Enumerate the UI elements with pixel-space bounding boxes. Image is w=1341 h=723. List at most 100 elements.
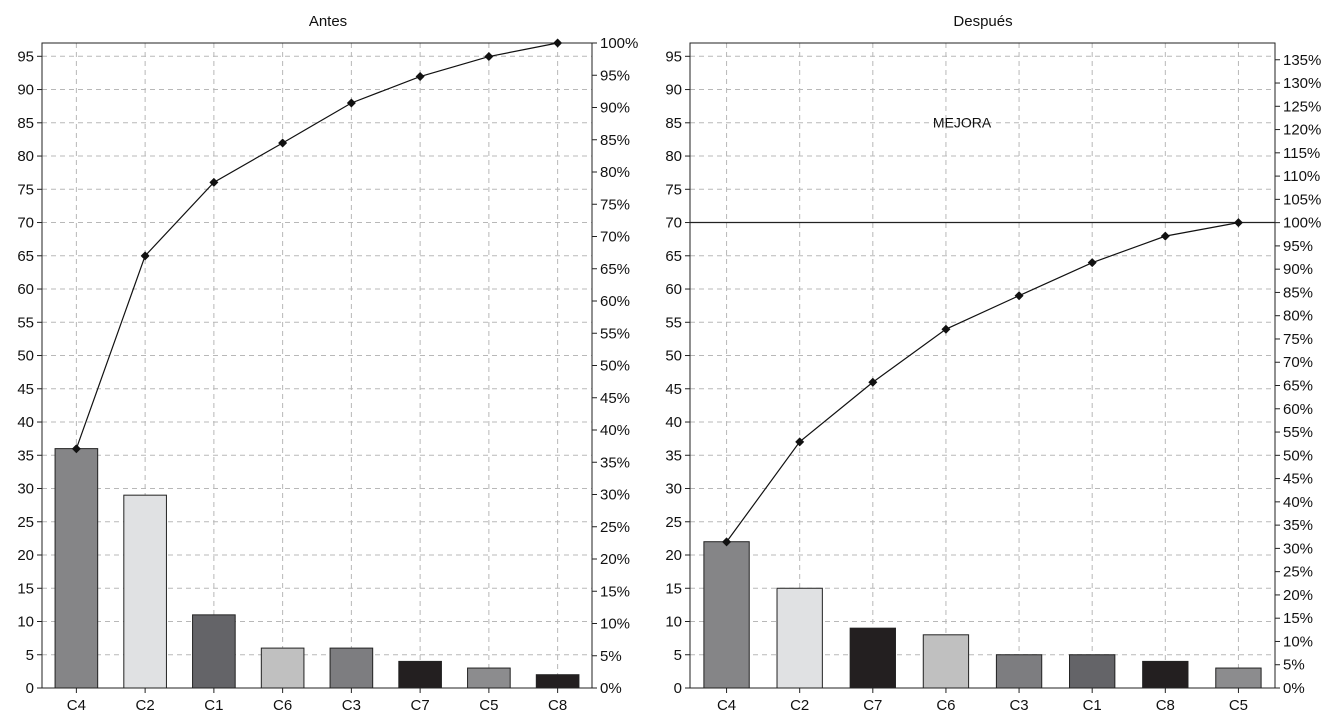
chart-0: Antes 0 5 10 15 20 25 30 35 40 45 50 55 60 65 70 75 80 85 9… bbox=[17, 13, 638, 714]
chart-1-bar-C6 bbox=[922, 634, 970, 689]
chart-1-y2tick-label: 5% bbox=[1283, 657, 1305, 674]
chart-1-ytick-label: 60 bbox=[665, 281, 682, 298]
chart-1-xtick-label: C4 bbox=[717, 697, 736, 714]
chart-1-y2tick-label: 125% bbox=[1283, 98, 1321, 115]
chart-1-ytick-label: 20 bbox=[665, 547, 682, 564]
chart-0-y2tick-label: 45% bbox=[600, 390, 630, 407]
chart-1-y2tick-label: 40% bbox=[1283, 494, 1313, 511]
chart-0-ytick-label: 40 bbox=[17, 414, 34, 431]
chart-0-cumulative-point-C3 bbox=[346, 98, 356, 108]
chart-0-ytick-label: 5 bbox=[26, 647, 34, 664]
chart-1-ytick-label: 80 bbox=[665, 148, 682, 165]
chart-0-ytick-label: 95 bbox=[17, 48, 34, 65]
chart-0-y2tick-label: 65% bbox=[600, 261, 630, 278]
chart-0-cumulative-point-C4 bbox=[71, 444, 81, 454]
chart-0-bar-C1 bbox=[192, 614, 236, 689]
chart-0-xtick-label: C2 bbox=[136, 697, 155, 714]
chart-1-cumulative-point-C8 bbox=[1160, 231, 1170, 241]
chart-1-ytick-label: 15 bbox=[665, 580, 682, 597]
chart-1-ytick-label: 50 bbox=[665, 348, 682, 365]
chart-1-y2tick-label: 90% bbox=[1283, 261, 1313, 278]
chart-0-xtick-label: C1 bbox=[204, 697, 223, 714]
chart-1-ytick-label: 55 bbox=[665, 314, 682, 331]
chart-1-ytick-label: 85 bbox=[665, 115, 682, 132]
chart-0-bar-C4 bbox=[54, 448, 99, 689]
chart-0-bar-C7 bbox=[398, 660, 442, 689]
chart-0-y2tick-label: 0% bbox=[600, 680, 622, 697]
chart-1-xtick-label: C8 bbox=[1156, 697, 1175, 714]
chart-1-y2tick-label: 10% bbox=[1283, 633, 1313, 650]
chart-1-cumulative-point-C1 bbox=[1087, 258, 1097, 268]
chart-0-cumulative-point-C2 bbox=[140, 251, 150, 261]
chart-0-y2tick-label: 30% bbox=[600, 487, 630, 504]
chart-1-y2tick-label: 20% bbox=[1283, 587, 1313, 604]
chart-1-xtick-label: C1 bbox=[1083, 697, 1102, 714]
chart-0-y2tick-label: 5% bbox=[600, 648, 622, 665]
chart-1-cumulative-point-C5 bbox=[1233, 218, 1243, 228]
chart-0-ytick-label: 55 bbox=[17, 314, 34, 331]
chart-1-ytick-label: 5 bbox=[674, 647, 682, 664]
chart-1-cumulative-point-C7 bbox=[868, 377, 878, 387]
chart-1-y2tick-label: 95% bbox=[1283, 238, 1313, 255]
chart-0-xtick-label: C5 bbox=[479, 697, 498, 714]
chart-1: Después 0 5 10 15 20 25 30 35 40 45 50 55 60 65 70 75 80 8… bbox=[665, 13, 1321, 714]
chart-1-y2tick-label: 75% bbox=[1283, 331, 1313, 348]
chart-0-y2tick-label: 100% bbox=[600, 35, 638, 52]
chart-0-y2tick-label: 90% bbox=[600, 100, 630, 117]
chart-1-ytick-label: 0 bbox=[674, 680, 682, 697]
chart-0-y2tick-label: 35% bbox=[600, 454, 630, 471]
chart-1-bar-C1 bbox=[1069, 654, 1116, 689]
chart-1-y2tick-label: 135% bbox=[1283, 52, 1321, 69]
chart-1-annotation: MEJORA bbox=[933, 114, 992, 130]
chart-1-xtick-label: C5 bbox=[1229, 697, 1248, 714]
chart-0-ytick-label: 25 bbox=[17, 514, 34, 531]
chart-1-y2tick-label: 105% bbox=[1283, 191, 1321, 208]
chart-1-y2tick-label: 35% bbox=[1283, 517, 1313, 534]
chart-0-cumulative-point-C8 bbox=[553, 38, 563, 48]
chart-0-title: Antes bbox=[309, 13, 347, 30]
chart-0-bar-C2 bbox=[123, 494, 167, 689]
chart-1-y2tick-label: 115% bbox=[1283, 145, 1320, 162]
chart-1-bar-C8 bbox=[1142, 660, 1189, 689]
chart-1-y2tick-label: 25% bbox=[1283, 564, 1313, 581]
chart-0-ytick-label: 35 bbox=[17, 447, 34, 464]
chart-0-ytick-label: 65 bbox=[17, 248, 34, 265]
chart-1-y2tick-label: 45% bbox=[1283, 471, 1313, 488]
chart-1-y2tick-label: 70% bbox=[1283, 354, 1313, 371]
chart-1-bar-C5 bbox=[1215, 667, 1262, 689]
chart-0-y2tick-label: 50% bbox=[600, 358, 630, 375]
chart-0-ytick-label: 20 bbox=[17, 547, 34, 564]
chart-1-y2tick-label: 65% bbox=[1283, 378, 1313, 395]
chart-1-y2tick-label: 80% bbox=[1283, 308, 1313, 325]
chart-1-ytick-label: 70 bbox=[665, 215, 682, 232]
chart-1-ytick-label: 90 bbox=[665, 82, 682, 99]
chart-0-y2tick-label: 40% bbox=[600, 422, 630, 439]
chart-1-y2tick-label: 50% bbox=[1283, 447, 1313, 464]
chart-1-y2tick-label: 15% bbox=[1283, 610, 1313, 627]
chart-1-xtick-label: C3 bbox=[1009, 697, 1028, 714]
chart-1-title: Después bbox=[953, 13, 1012, 30]
chart-1-xtick-label: C2 bbox=[790, 697, 809, 714]
chart-1-bar-C3 bbox=[995, 654, 1043, 689]
chart-0-y2tick-label: 80% bbox=[600, 164, 630, 181]
chart-0-cumulative-point-C7 bbox=[415, 72, 425, 82]
chart-1-cumulative-point-C3 bbox=[1014, 291, 1024, 301]
chart-1-bar-C4 bbox=[703, 541, 750, 689]
chart-1-cumulative-line bbox=[726, 222, 1239, 543]
chart-0-ytick-label: 60 bbox=[17, 281, 34, 298]
chart-1-y2tick-label: 120% bbox=[1283, 122, 1321, 139]
chart-0-y2tick-label: 85% bbox=[600, 132, 630, 149]
chart-1-ytick-label: 40 bbox=[665, 414, 682, 431]
chart-0-ytick-label: 0 bbox=[26, 680, 34, 697]
chart-1-frame bbox=[689, 42, 1276, 689]
chart-1-y2tick-label: 130% bbox=[1283, 75, 1321, 92]
chart-1-cumulative-point-C4 bbox=[722, 537, 732, 547]
chart-1-xtick-label: C6 bbox=[936, 697, 955, 714]
chart-0-cumulative-point-C1 bbox=[209, 177, 219, 187]
chart-0-y2tick-label: 75% bbox=[600, 196, 630, 213]
chart-1-ytick-label: 45 bbox=[665, 381, 682, 398]
chart-0-ytick-label: 30 bbox=[17, 481, 34, 498]
chart-1-y2tick-label: 60% bbox=[1283, 401, 1313, 418]
chart-0-bar-C6 bbox=[260, 647, 305, 689]
